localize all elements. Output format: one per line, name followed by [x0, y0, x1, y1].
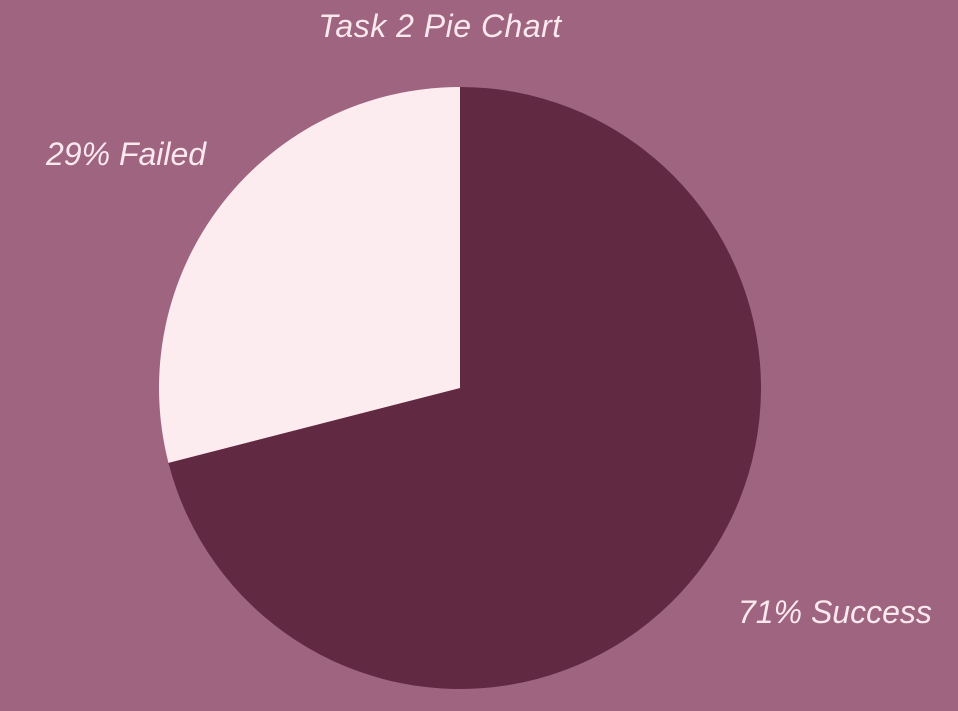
slice-label-success: 71% Success [738, 594, 932, 630]
chart-title: Task 2 Pie Chart [318, 8, 562, 44]
pie-slice-success [168, 87, 762, 689]
pie-slice-failed [159, 87, 460, 463]
slice-label-failed: 29% Failed [46, 136, 207, 172]
